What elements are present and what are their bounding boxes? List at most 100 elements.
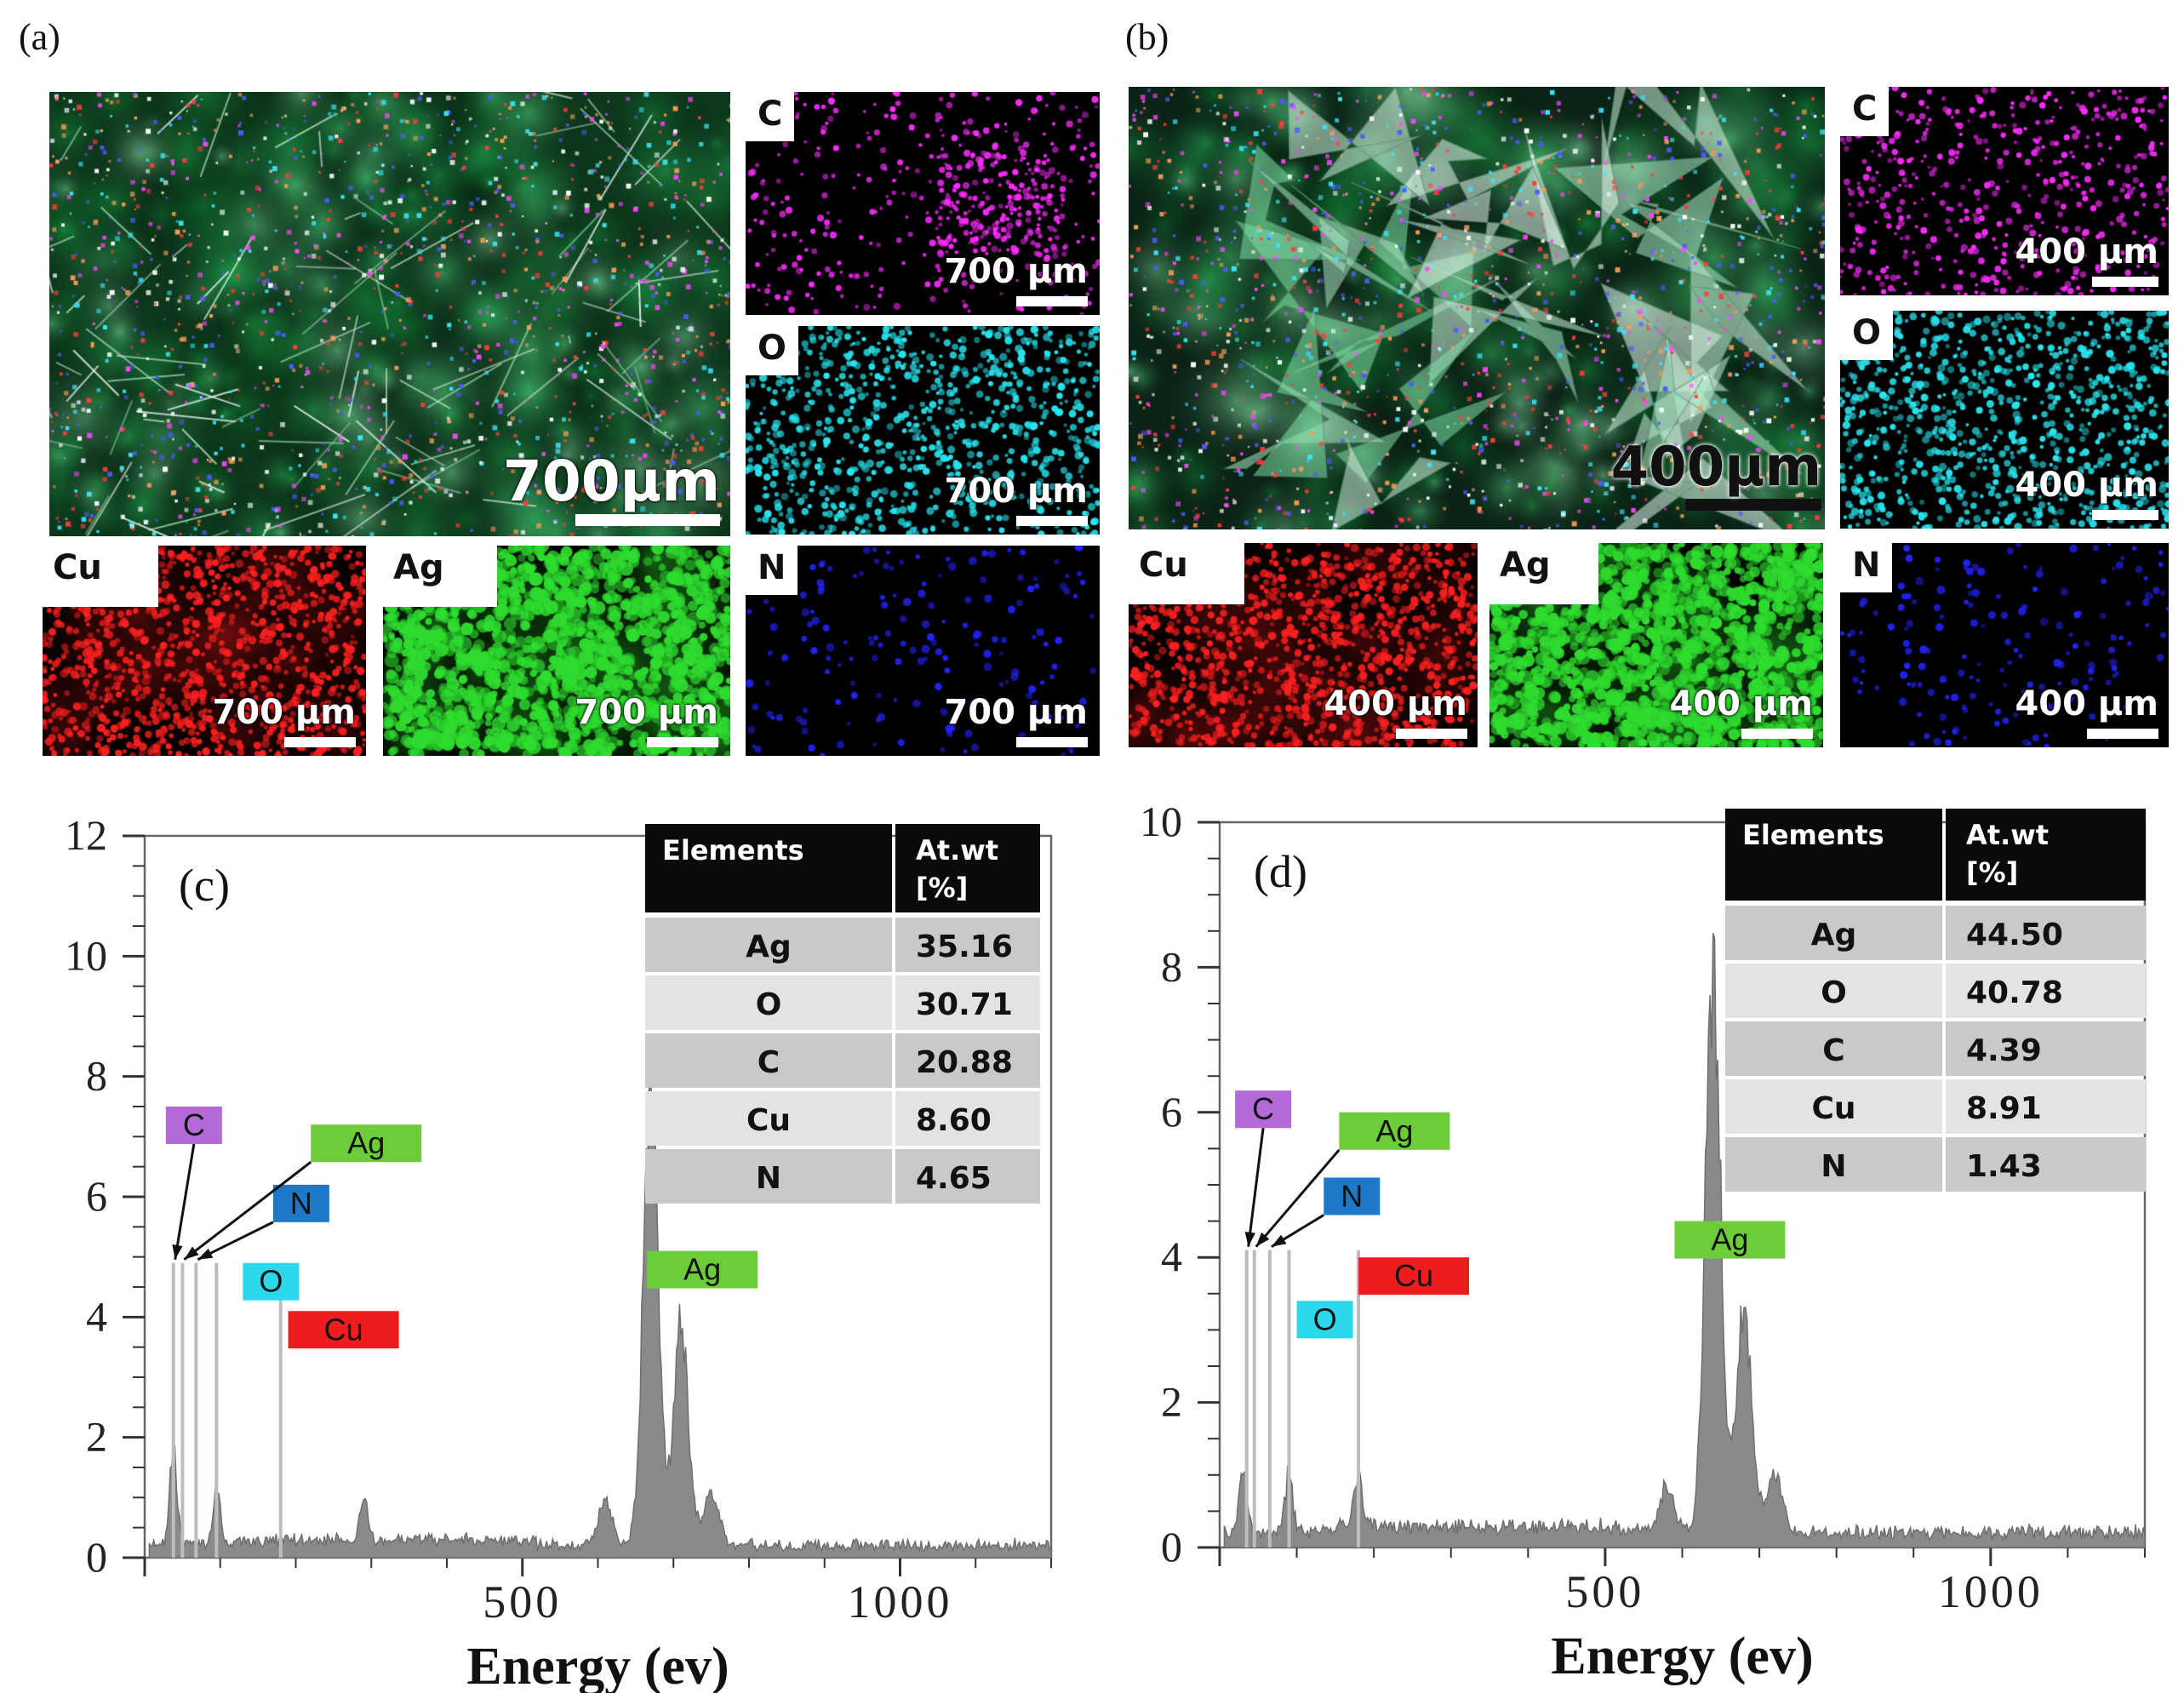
element-tag: Ag xyxy=(383,546,497,607)
scale-line xyxy=(2092,277,2158,287)
element-map-image xyxy=(1840,87,2169,295)
peak-label-box xyxy=(1358,1257,1470,1295)
scale-label: 700μm xyxy=(502,449,720,514)
table-cell xyxy=(1725,906,1942,960)
element-map-b-C: C 400 μm xyxy=(1840,87,2169,295)
peak-label-box xyxy=(647,1250,758,1289)
table-element: Cu xyxy=(1811,1091,1855,1126)
scale-bar: 400μm xyxy=(1611,436,1821,511)
element-map-image xyxy=(746,92,1100,315)
table-value: 40.78 xyxy=(1966,975,2063,1010)
arrow-line xyxy=(183,1161,312,1261)
composite-map-b: 400μm xyxy=(1129,87,1825,529)
peak-label-box xyxy=(1296,1301,1353,1339)
scale-bar: 400 μm xyxy=(2015,684,2158,739)
y-tick-label: 10 xyxy=(65,931,107,979)
element-tag: N xyxy=(1840,543,1893,592)
element-map-b-O: O 400 μm xyxy=(1840,311,2169,529)
element-tag: C xyxy=(1840,87,1890,136)
table-value: 4.39 xyxy=(1966,1033,2042,1068)
scale-bar: 700μm xyxy=(503,449,720,526)
peak-label: N xyxy=(1341,1178,1363,1213)
element-map-b-N: N 400 μm xyxy=(1840,543,2169,747)
peak-label-box xyxy=(311,1124,422,1163)
scale-label: 400 μm xyxy=(2015,232,2158,272)
composite-image xyxy=(1129,87,1825,529)
peak-label: Cu xyxy=(1394,1258,1433,1293)
scale-label: 700 μm xyxy=(575,693,718,732)
peak-label-box xyxy=(243,1262,300,1301)
element-map-image xyxy=(746,326,1100,535)
table-value: 8.60 xyxy=(916,1103,992,1138)
table-header-atwt: At.wt xyxy=(1966,819,2049,851)
arrow-head xyxy=(184,1246,199,1260)
peak-label: Ag xyxy=(683,1252,721,1287)
table-cell xyxy=(895,918,1040,972)
peak-label-box xyxy=(165,1107,222,1144)
y-tick-label: 4 xyxy=(1161,1233,1182,1280)
element-tag: Ag xyxy=(1489,543,1598,604)
table-element: N xyxy=(1821,1149,1846,1184)
table-value: 35.16 xyxy=(916,929,1013,964)
scale-label: 400μm xyxy=(1610,436,1821,499)
table-cell xyxy=(895,975,1040,1030)
scale-label: 400 μm xyxy=(2015,466,2158,505)
table-element: Cu xyxy=(746,1103,791,1138)
table-cell xyxy=(1946,1021,2146,1076)
table-cell xyxy=(895,1091,1040,1146)
panel-label: (d) xyxy=(1254,846,1307,897)
scale-line xyxy=(2087,729,2158,739)
arrow-line xyxy=(1247,1128,1265,1247)
element-tag: O xyxy=(746,326,799,375)
table-value: 30.71 xyxy=(916,987,1013,1022)
element-map-a-N: N 700 μm xyxy=(746,546,1100,756)
scale-line xyxy=(1016,296,1088,306)
scale-line xyxy=(284,737,356,747)
table-value: 4.65 xyxy=(916,1161,992,1196)
arrow-head xyxy=(1244,1232,1255,1247)
table-cell xyxy=(645,1033,892,1088)
element-map-image xyxy=(746,546,1100,756)
spectrum-trace xyxy=(148,1064,1052,1559)
table-cell xyxy=(1946,964,2146,1018)
element-tag: N xyxy=(746,546,798,595)
x-tick-label: 500 xyxy=(1565,1566,1644,1617)
peak-label: O xyxy=(1313,1301,1337,1336)
table-header-unit: [%] xyxy=(916,872,968,904)
composite-map-a: 700μm xyxy=(49,92,730,536)
table-element: N xyxy=(756,1161,781,1196)
scale-line xyxy=(1685,499,1821,511)
scale-label: 700 μm xyxy=(944,472,1088,511)
peak-label-box xyxy=(1339,1112,1450,1150)
panel-label: (c) xyxy=(179,860,230,911)
element-tag: Cu xyxy=(43,546,158,607)
scale-bar: 400 μm xyxy=(2015,466,2158,520)
arrow-head xyxy=(1271,1234,1287,1247)
table-header-elements: Elements xyxy=(662,834,804,867)
table-cell xyxy=(1946,1079,2146,1134)
scale-label: 400 μm xyxy=(1669,684,1813,724)
y-tick-label: 0 xyxy=(86,1533,107,1581)
table-header-cell xyxy=(1946,809,2146,901)
table-element: C xyxy=(1822,1033,1844,1068)
element-map-image xyxy=(1840,311,2169,529)
y-tick-label: 6 xyxy=(86,1172,107,1220)
element-map-a-Ag: Ag 700 μm xyxy=(383,546,730,756)
table-cell xyxy=(1946,906,2146,960)
scale-bar: 700 μm xyxy=(944,472,1088,526)
y-tick-label: 8 xyxy=(86,1052,107,1100)
peak-label-box xyxy=(1674,1221,1786,1259)
scale-label: 700 μm xyxy=(944,693,1088,732)
peak-label: O xyxy=(259,1264,283,1299)
table-cell xyxy=(895,1033,1040,1088)
table-element: Ag xyxy=(1811,918,1857,952)
scale-bar: 400 μm xyxy=(2015,232,2158,287)
scale-bar: 400 μm xyxy=(1324,684,1467,739)
scale-label: 700 μm xyxy=(944,252,1088,291)
table-cell xyxy=(895,1149,1040,1204)
y-tick-label: 2 xyxy=(1161,1378,1182,1426)
y-tick-label: 8 xyxy=(1161,942,1182,990)
table-element: O xyxy=(756,987,782,1022)
table-cell xyxy=(1725,1137,1942,1192)
peak-label: Cu xyxy=(324,1312,363,1347)
